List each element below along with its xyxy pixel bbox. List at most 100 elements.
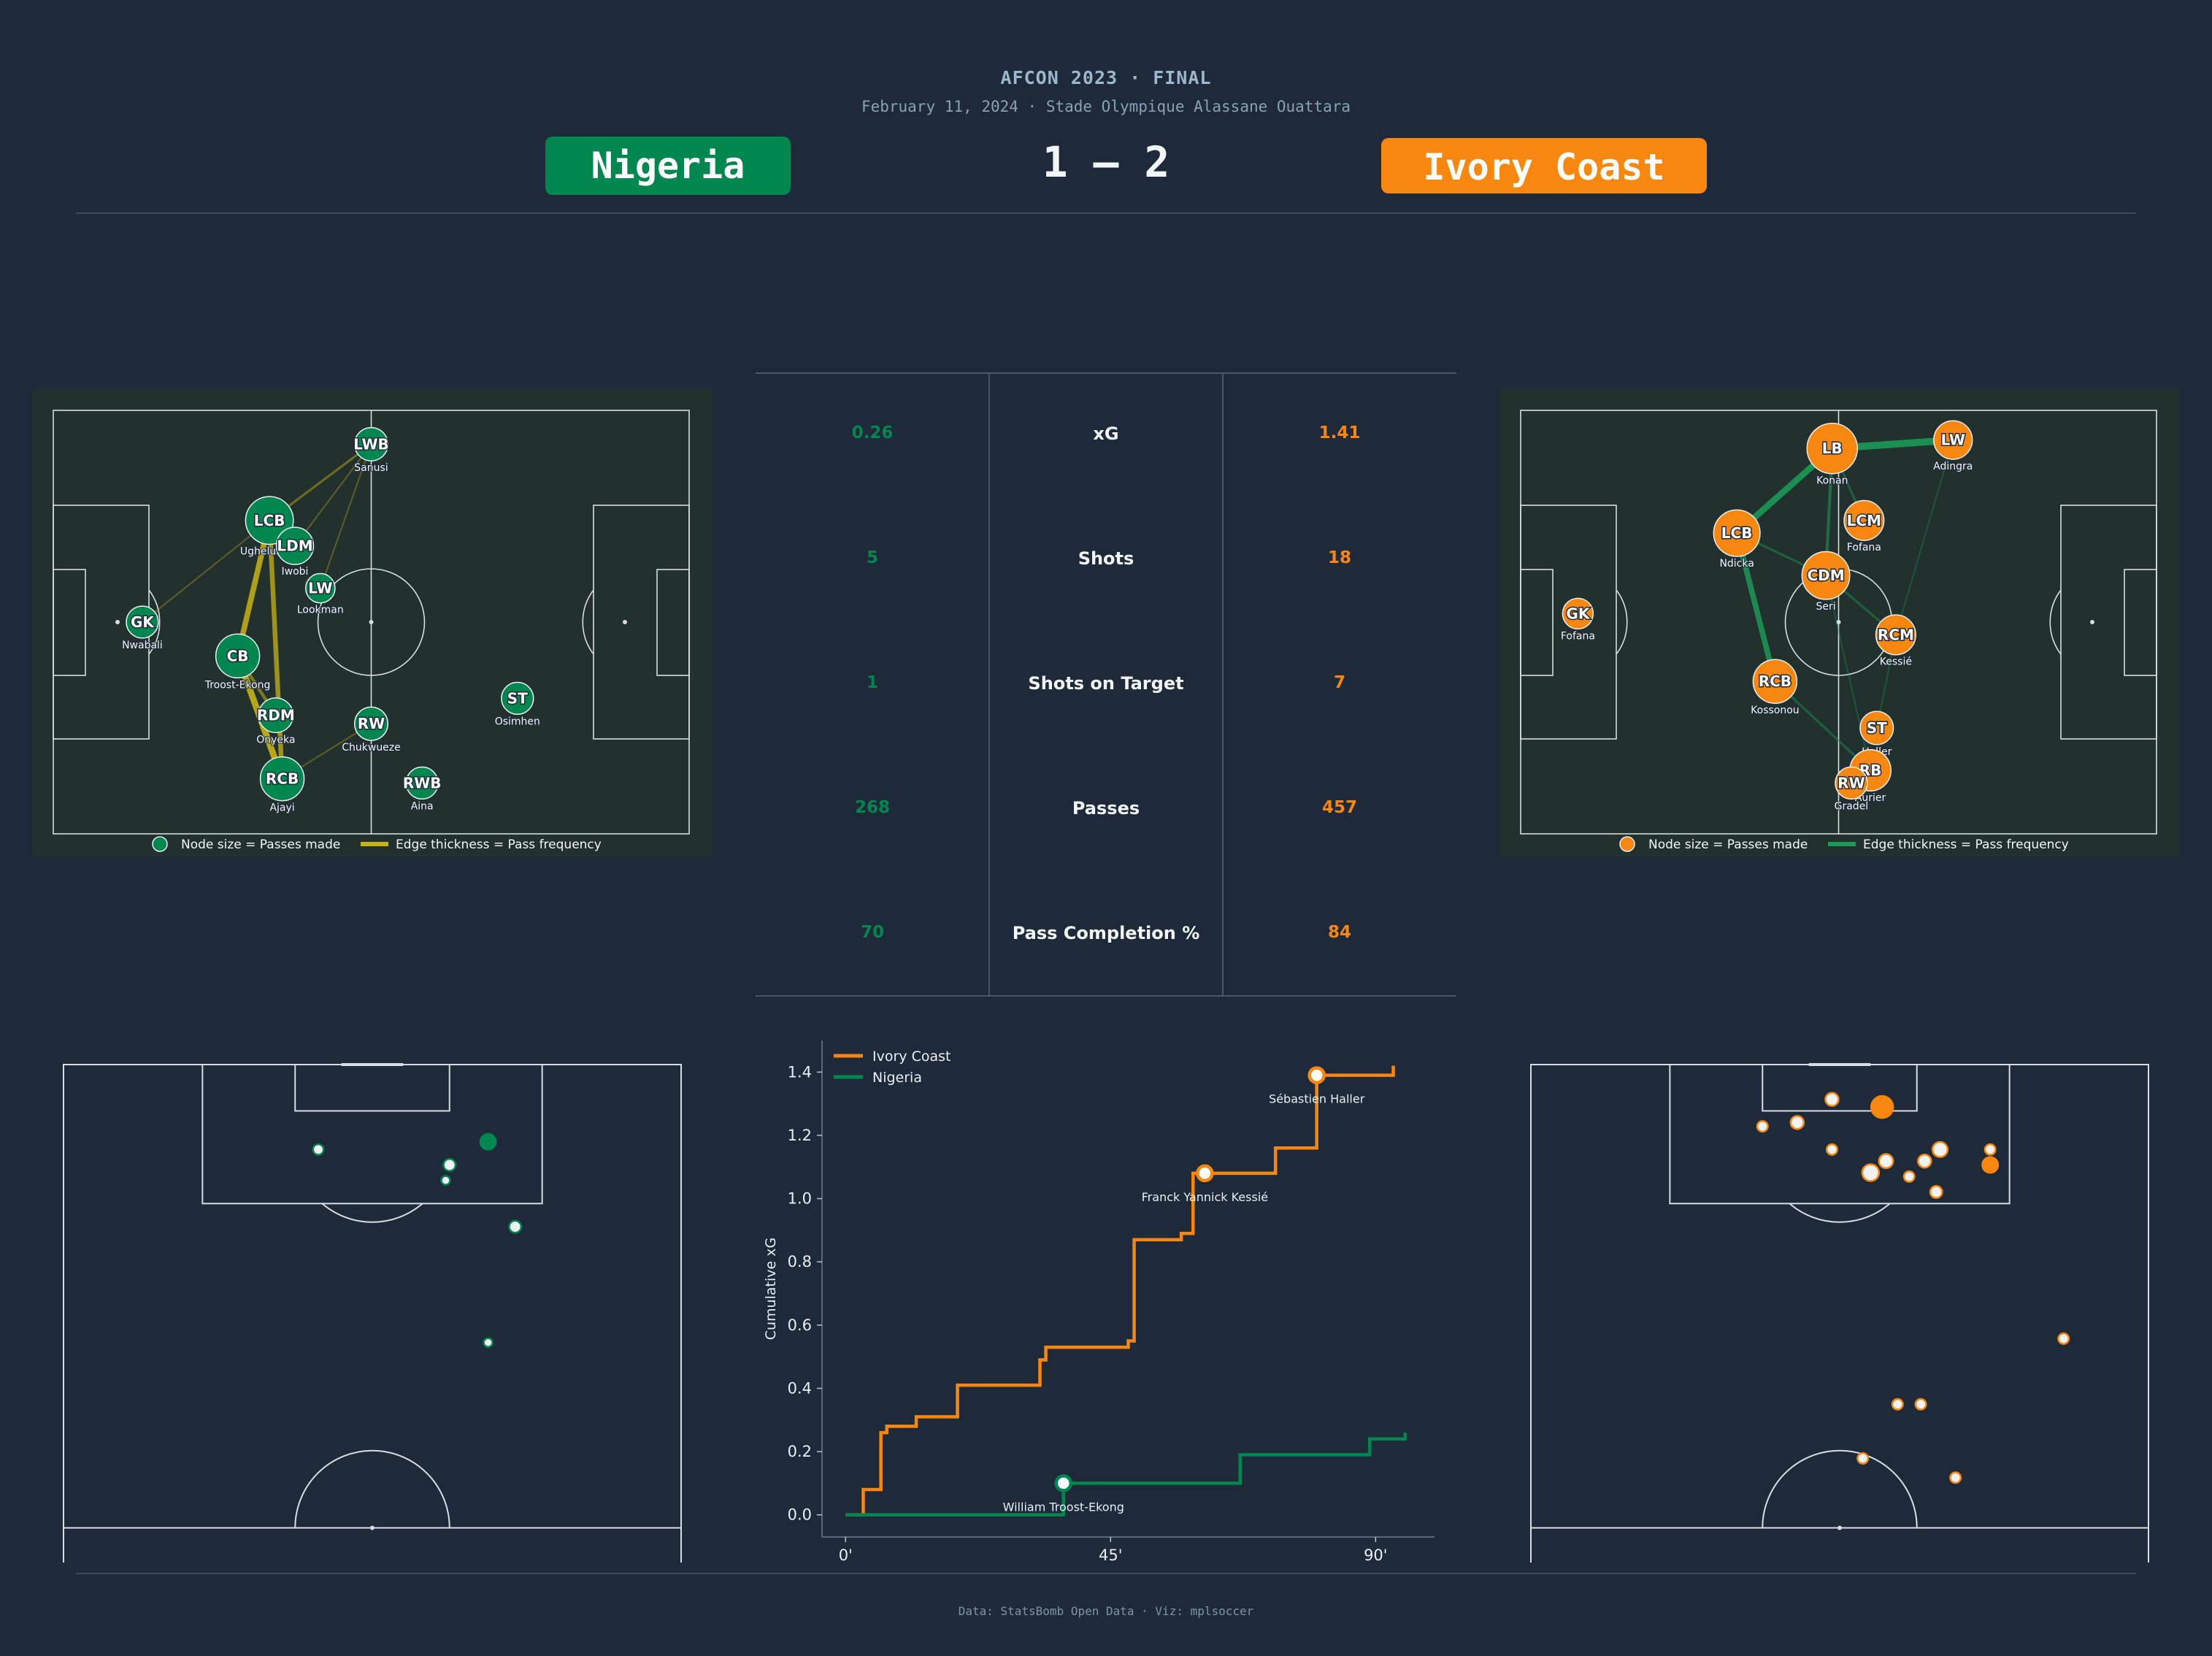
away-pass-network: GK Fofana LB Konan LW Adingra LCM Fofana LCB Ndic…: [1499, 389, 2180, 856]
stats-bottom-rule: [756, 995, 1456, 997]
player-name-label: Onyeka: [256, 734, 295, 745]
shot-marker: [1856, 1452, 1870, 1465]
center-spot: [1837, 1525, 1842, 1530]
penalty-arc: [1789, 1203, 1891, 1223]
left-six-yard-box: [53, 569, 86, 676]
player-node: [1933, 420, 1973, 460]
stat-home-value: 5: [866, 548, 878, 567]
player-node: [275, 526, 315, 565]
y-tick-label: 1.4: [788, 1063, 812, 1081]
player-node: [1801, 551, 1851, 600]
player-node: [1752, 659, 1798, 704]
player-position-label: RW: [358, 715, 385, 732]
player-node: [1562, 597, 1594, 630]
player-node: [215, 633, 261, 679]
penalty-arc: [321, 1203, 423, 1223]
shot-marker: [1878, 1153, 1894, 1170]
player-position-label: LB: [1822, 440, 1843, 457]
scoreline: 1 — 2: [1042, 137, 1170, 187]
stat-home-value: 70: [860, 923, 884, 942]
player-position-label: ST: [507, 689, 528, 707]
player-name-label: Chukwueze: [342, 742, 401, 754]
shot-marker: [483, 1337, 494, 1348]
shot-marker: [1825, 1143, 1838, 1156]
shot-marker: [312, 1143, 325, 1156]
legend-label: Nigeria: [872, 1070, 922, 1086]
stat-home-value: 1: [866, 673, 878, 692]
player-name-label: Iwobi: [282, 566, 309, 578]
goal-scorer-label: William Troost-Ekong: [1003, 1500, 1124, 1514]
stats-col-divider-left: [988, 372, 990, 997]
half-pitch-lines: [1530, 1063, 2149, 1563]
center-circle: [317, 568, 426, 676]
goal-shot-marker: [479, 1132, 497, 1151]
right-penalty-arc: [582, 589, 594, 655]
goal-shot-marker: [1981, 1156, 2000, 1174]
player-position-label: LCB: [254, 512, 285, 529]
y-tick-label: 0.4: [788, 1379, 812, 1397]
player-position-label: LW: [308, 580, 332, 597]
six-yard-box: [1762, 1064, 1918, 1112]
player-node: [1843, 499, 1885, 541]
stat-away-value: 457: [1321, 798, 1357, 817]
stats-top-rule: [756, 372, 1456, 374]
right-penalty-spot: [623, 620, 627, 624]
player-node: [126, 605, 159, 639]
right-six-yard-box: [656, 569, 690, 676]
legend-node-swatch: [1619, 836, 1635, 852]
y-tick-label: 1.2: [788, 1127, 812, 1144]
goal-shot-marker: [1870, 1095, 1894, 1119]
stat-label: Shots: [1078, 548, 1134, 569]
player-node: [1806, 422, 1859, 475]
player-node: [353, 426, 389, 461]
legend-label: Ivory Coast: [872, 1049, 951, 1065]
center-spot: [1836, 620, 1841, 624]
goal-marker: [1307, 1066, 1326, 1084]
player-name-label: Adingra: [1933, 461, 1973, 472]
player-node: [405, 766, 439, 800]
player-node: [501, 681, 534, 716]
player-position-label: GK: [1566, 605, 1590, 622]
stat-home-value: 268: [854, 798, 890, 817]
left-six-yard-box: [1520, 569, 1554, 676]
goal-scorer-label: Sébastien Haller: [1269, 1092, 1365, 1106]
stat-label: Passes: [1072, 798, 1140, 819]
player-name-label: Fofana: [1847, 542, 1881, 553]
player-name-label: Aurier: [1855, 792, 1886, 804]
shot-marker: [1914, 1398, 1927, 1411]
competition-title: AFCON 2023 · FINAL: [1000, 67, 1212, 88]
pass-edge: [319, 443, 372, 589]
pass-edge: [266, 518, 285, 781]
away-shot-map: [1530, 1063, 2149, 1563]
legend-node-text: Node size = Passes made: [181, 837, 340, 852]
player-node: [1835, 766, 1868, 800]
player-name-label: Kessié: [1880, 656, 1912, 668]
center-spot: [370, 1525, 375, 1530]
legend-edge-text: Edge thickness = Pass frequency: [396, 837, 602, 852]
half-pitch-outline: [63, 1064, 682, 1563]
shot-marker: [1824, 1092, 1840, 1107]
shot-marker: [1756, 1120, 1769, 1133]
x-tick-label: 0': [839, 1546, 853, 1564]
player-name-label: Aina: [411, 800, 434, 812]
player-node: [1713, 509, 1761, 557]
player-node: [258, 697, 294, 734]
xg-step-line: [845, 1433, 1407, 1517]
stats-col-divider-right: [1222, 372, 1224, 997]
shot-marker: [1983, 1143, 1997, 1156]
player-name-label: Konan: [1816, 475, 1848, 487]
player-node: [1859, 710, 1894, 745]
player-name-label: Seri: [1816, 601, 1836, 613]
player-name-label: Troost-Ekong: [204, 679, 271, 691]
stat-away-value: 18: [1327, 548, 1351, 567]
goal-marker: [1196, 1164, 1214, 1183]
left-penalty-arc: [1616, 589, 1628, 655]
half-pitch-lines: [63, 1063, 682, 1563]
stat-label: Shots on Target: [1028, 673, 1184, 694]
player-position-label: LCB: [1721, 524, 1753, 542]
player-name-label: Nwabali: [122, 640, 163, 651]
shot-marker: [508, 1219, 523, 1234]
player-position-label: GK: [131, 613, 155, 631]
home-pass-network: GKNwabaliLWBSanusiLCBUghelumbaLDMIwobiLW…: [32, 389, 713, 856]
left-penalty-arc: [148, 589, 161, 655]
